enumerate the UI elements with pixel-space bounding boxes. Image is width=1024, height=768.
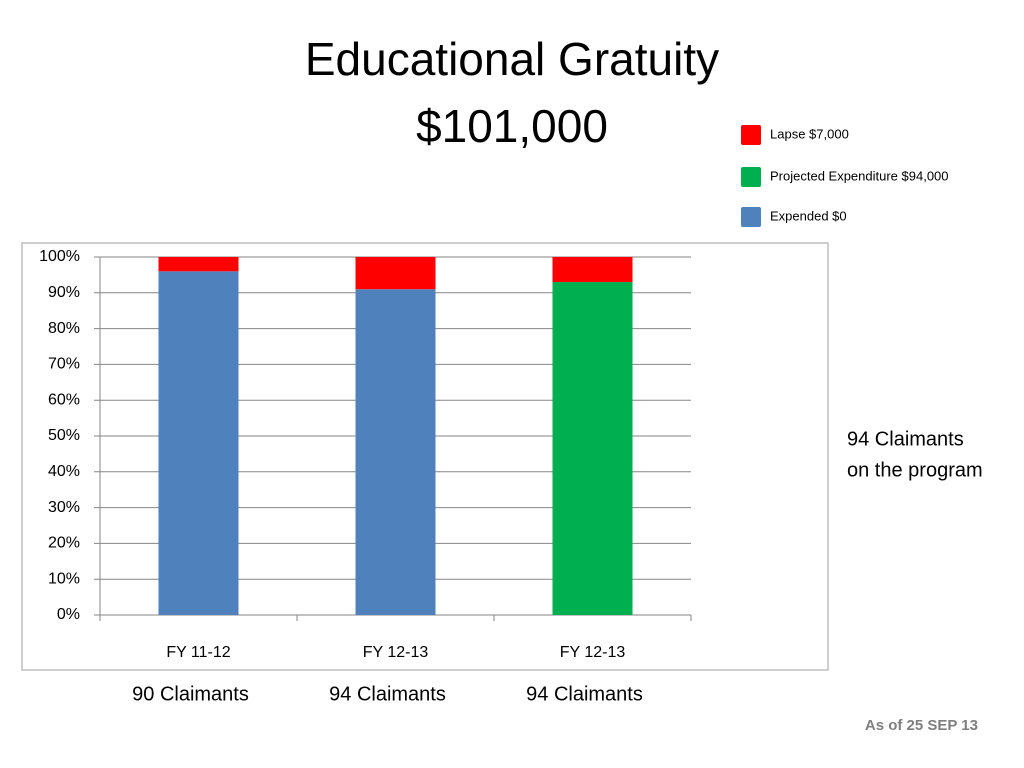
y-tick-label: 10%: [48, 570, 80, 587]
y-tick-label: 70%: [48, 356, 80, 373]
footer: As of 25 SEP 13: [865, 717, 978, 734]
y-tick-label: 40%: [48, 463, 80, 480]
y-tick-label: 60%: [48, 391, 80, 408]
chart-frame: [21, 242, 829, 671]
bar-segment: [552, 257, 633, 283]
bar-segment: [552, 282, 633, 615]
bar-segment: [355, 289, 436, 615]
annotation: on the program: [847, 459, 983, 481]
legend-swatch: [741, 167, 761, 187]
y-tick-label: 30%: [48, 499, 80, 516]
y-tick-label: 0%: [57, 606, 80, 623]
legend-label: Projected Expenditure $94,000: [770, 168, 949, 183]
category-note: 94 Claimants: [329, 683, 446, 705]
legend-swatch: [741, 125, 761, 145]
bar-segment: [158, 257, 239, 272]
category-note: 90 Claimants: [132, 683, 249, 705]
chart-title: Educational Gratuity: [305, 33, 719, 85]
x-tick-label: FY 11-12: [166, 644, 230, 661]
x-tick-label: FY 12-13: [363, 644, 429, 661]
category-note: 94 Claimants: [526, 683, 643, 705]
bar-segment: [158, 271, 239, 615]
annotation: 94 Claimants: [847, 428, 964, 450]
legend-label: Expended $0: [770, 208, 847, 223]
legend-label: Lapse $7,000: [770, 126, 849, 141]
chart-subtitle: $101,000: [416, 100, 608, 152]
y-tick-label: 20%: [48, 535, 80, 552]
y-tick-label: 50%: [48, 427, 80, 444]
y-tick-label: 90%: [48, 284, 80, 301]
y-tick-label: 100%: [39, 248, 80, 265]
bar-segment: [355, 257, 436, 290]
y-tick-label: 80%: [48, 320, 80, 337]
x-tick-label: FY 12-13: [560, 644, 626, 661]
legend-swatch: [741, 207, 761, 227]
